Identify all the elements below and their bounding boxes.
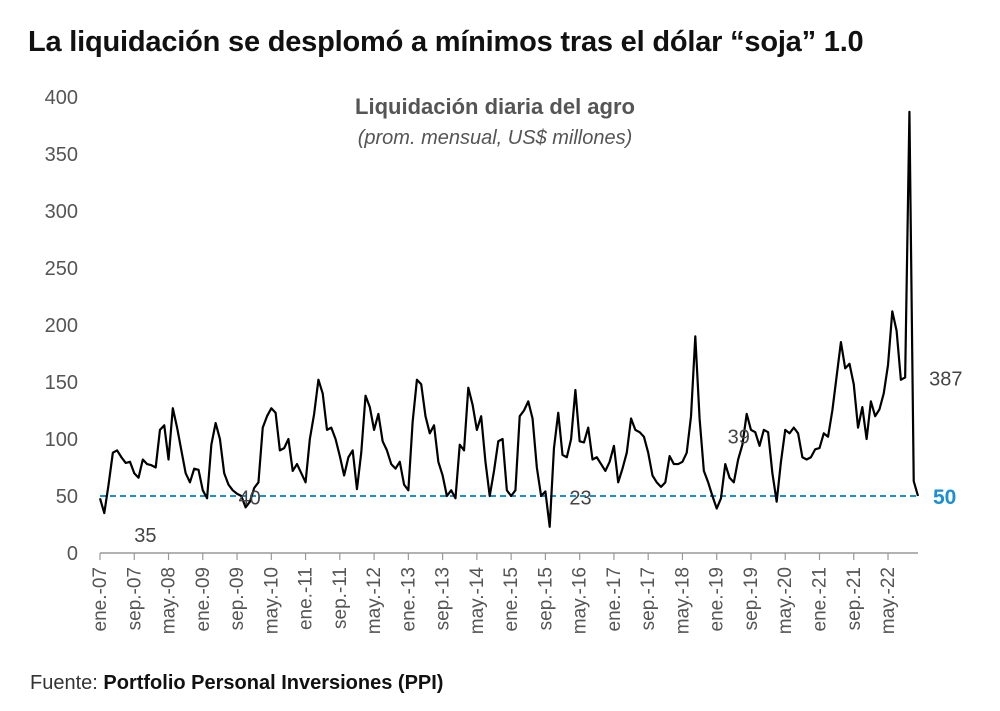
y-tick-label: 50 xyxy=(56,486,78,508)
y-tick-label: 400 xyxy=(45,87,78,109)
series-group xyxy=(98,110,920,528)
x-tick-label: may.-18 xyxy=(672,567,693,634)
x-tick-label: sep.-09 xyxy=(227,567,248,630)
x-tick-label: sep.-21 xyxy=(844,567,865,630)
annotation-label: 40 xyxy=(238,488,260,510)
headline: La liquidación se desplomó a mínimos tra… xyxy=(28,26,864,58)
x-tick-label: ene.-09 xyxy=(193,567,214,631)
y-tick-label: 350 xyxy=(45,144,78,166)
x-axis: ene.-07 sep.-07 may.-08 ene.-09 sep.-09 may.-… xyxy=(90,552,918,635)
x-tick-label: sep.-11 xyxy=(330,567,351,629)
x-tick-label: ene.-13 xyxy=(398,567,419,631)
reference-line-group: 50 xyxy=(100,486,956,509)
chart-subtitle: (prom. mensual, US$ millones) xyxy=(358,127,633,149)
y-tick-label: 0 xyxy=(67,543,78,565)
x-tick-label: may.-12 xyxy=(364,567,385,634)
x-tick-label: may.-20 xyxy=(775,567,796,634)
x-tick-label: may.-08 xyxy=(159,567,180,634)
y-tick-label: 200 xyxy=(45,315,78,337)
y-tick-label: 300 xyxy=(45,201,78,223)
annotation-label: 387 xyxy=(929,368,962,390)
x-tick-label: may.-16 xyxy=(570,567,591,634)
x-tick-label: may.-14 xyxy=(467,567,488,635)
x-tick-label: may.-10 xyxy=(261,567,282,634)
source-label: Fuente: xyxy=(30,672,98,694)
source-note: Fuente: Portfolio Personal Inversiones (… xyxy=(30,672,443,695)
series-line xyxy=(98,110,920,528)
source-name: Portfolio Personal Inversiones (PPI) xyxy=(103,672,444,694)
x-tick-label: ene.-21 xyxy=(809,567,830,631)
x-tick-label: sep.-07 xyxy=(124,567,145,630)
reference-line-label: 50 xyxy=(933,486,956,509)
x-tick-label: may.-22 xyxy=(878,567,899,634)
annotation-label: 23 xyxy=(569,487,591,509)
x-tick-label: sep.-19 xyxy=(741,567,762,630)
annotation-label: 39 xyxy=(728,426,750,448)
chart-title: Liquidación diaria del agro xyxy=(355,94,635,119)
y-tick-label: 100 xyxy=(45,429,78,451)
annotations: 35 40 23 39 387 xyxy=(134,368,962,547)
x-tick-label: sep.-13 xyxy=(433,567,454,630)
x-tick-label: ene.-07 xyxy=(90,567,111,631)
x-tick-label: sep.-17 xyxy=(638,567,659,630)
y-tick-label: 150 xyxy=(45,372,78,394)
x-tick-label: ene.-19 xyxy=(707,567,728,631)
x-tick-label: ene.-17 xyxy=(604,567,625,631)
x-tick-label: ene.-11 xyxy=(296,567,317,630)
x-tick-label: sep.-15 xyxy=(535,567,556,630)
y-axis: 0 50 100 150 200 250 300 350 400 xyxy=(45,87,78,565)
annotation-label: 35 xyxy=(134,525,156,547)
y-tick-label: 250 xyxy=(45,258,78,280)
x-tick-label: ene.-15 xyxy=(501,567,522,631)
